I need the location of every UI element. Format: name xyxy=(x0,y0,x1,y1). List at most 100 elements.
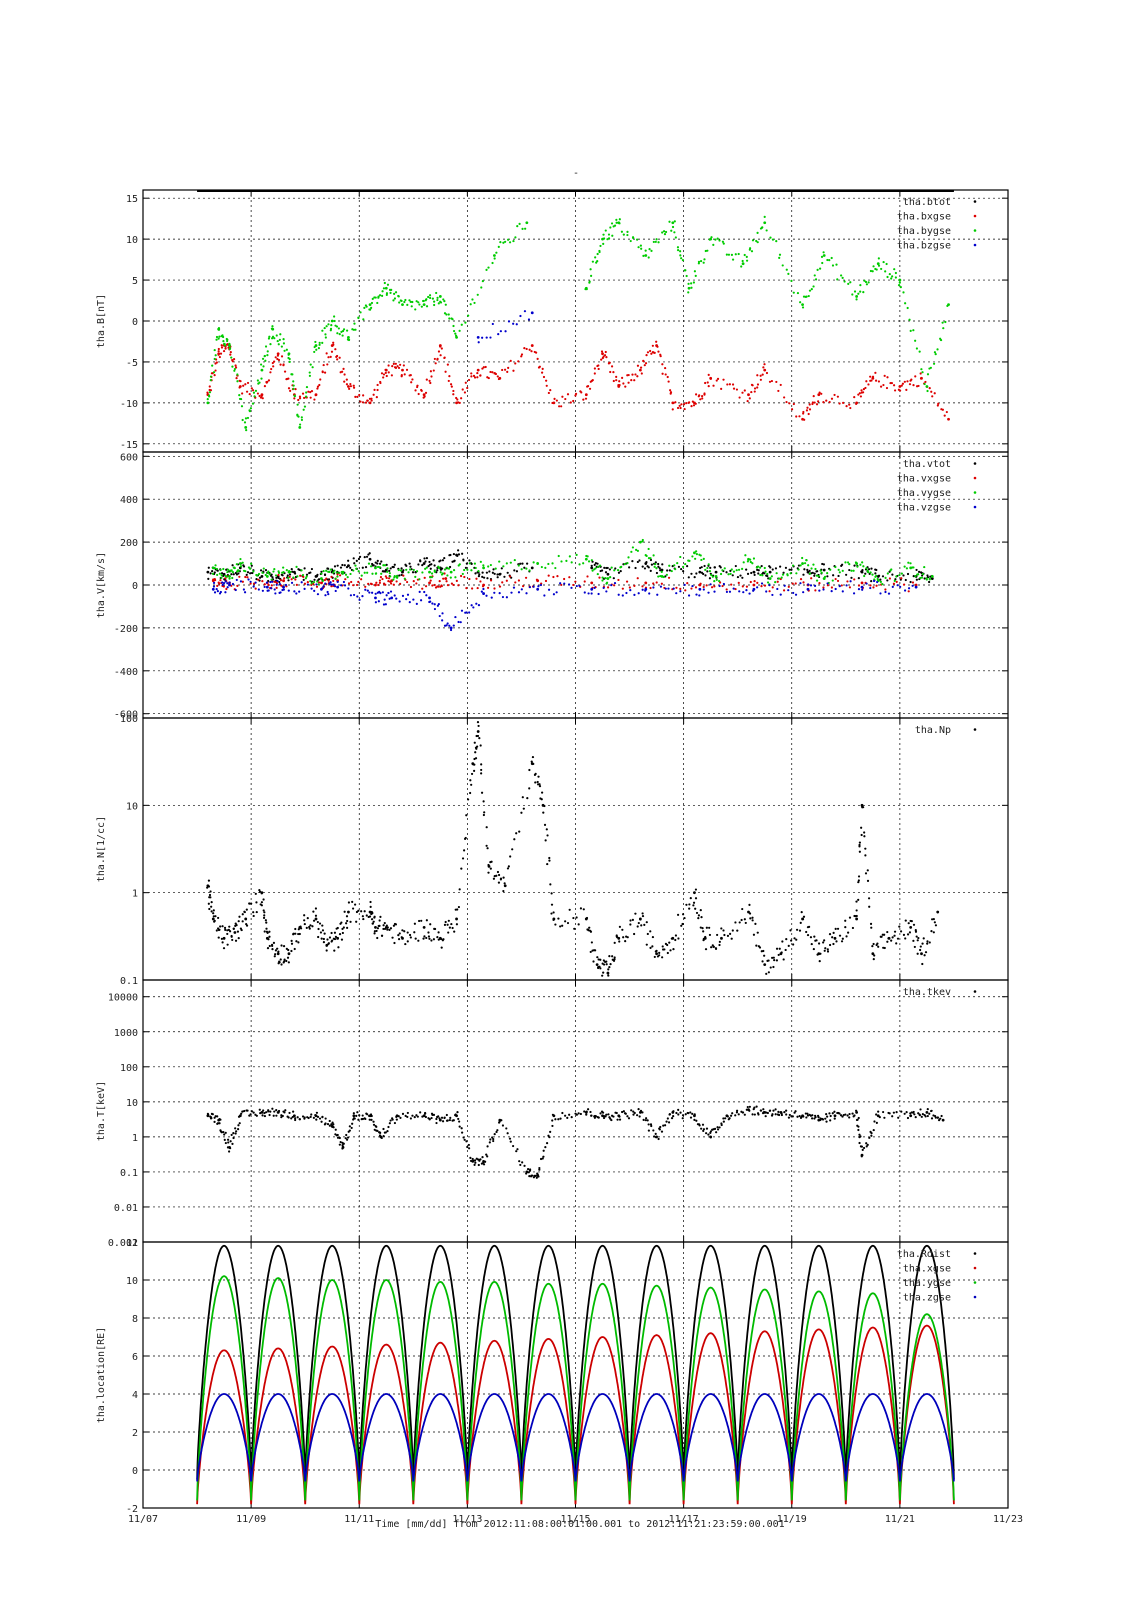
data-point xyxy=(704,948,708,951)
data-point xyxy=(698,594,701,597)
data-point xyxy=(277,950,280,953)
data-point xyxy=(919,576,922,580)
data-point xyxy=(345,329,349,332)
data-point xyxy=(276,952,280,956)
data-point xyxy=(508,241,512,244)
data-point xyxy=(504,240,507,243)
data-point xyxy=(636,364,640,367)
data-point xyxy=(756,565,760,568)
data-point xyxy=(246,1109,249,1112)
data-point xyxy=(677,937,680,940)
data-point xyxy=(373,932,376,935)
data-point xyxy=(433,357,436,361)
data-point xyxy=(811,571,814,574)
data-point xyxy=(550,912,553,915)
data-point xyxy=(698,583,702,587)
data-point xyxy=(322,937,325,941)
data-point xyxy=(330,931,333,935)
data-point xyxy=(438,936,442,940)
data-point xyxy=(280,1116,283,1119)
data-point xyxy=(602,1116,606,1120)
data-point xyxy=(702,585,705,589)
data-point xyxy=(880,267,883,271)
data-point xyxy=(759,374,762,377)
data-point xyxy=(715,1131,718,1134)
data-point xyxy=(897,284,901,287)
data-point xyxy=(780,1113,784,1117)
data-point xyxy=(619,570,622,573)
data-point xyxy=(412,598,415,601)
data-point xyxy=(825,1113,828,1116)
data-point xyxy=(273,588,276,591)
data-point xyxy=(209,389,213,392)
data-point xyxy=(685,402,688,405)
data-point xyxy=(600,358,603,361)
data-point xyxy=(379,1131,382,1134)
data-point xyxy=(331,1121,334,1124)
data-point xyxy=(381,290,384,293)
data-point xyxy=(551,1124,554,1128)
data-point xyxy=(658,1127,661,1130)
data-point xyxy=(710,586,714,589)
data-point xyxy=(254,581,257,584)
data-point xyxy=(776,580,779,583)
data-point xyxy=(637,592,640,595)
data-point xyxy=(374,596,377,600)
data-point xyxy=(273,1110,276,1113)
data-point xyxy=(322,569,325,573)
data-point xyxy=(228,583,231,587)
data-point xyxy=(855,1110,859,1114)
data-point xyxy=(863,831,866,834)
data-point xyxy=(376,301,379,305)
data-point xyxy=(685,274,688,278)
x-tick-label: 11/21 xyxy=(885,1514,915,1525)
data-point xyxy=(791,582,794,585)
data-point xyxy=(316,593,320,596)
data-point xyxy=(565,559,568,562)
data-point xyxy=(684,562,687,566)
data-point xyxy=(350,580,353,584)
data-point xyxy=(713,566,717,569)
data-point xyxy=(362,394,365,397)
data-point xyxy=(756,241,759,244)
data-point xyxy=(301,1115,305,1118)
data-point xyxy=(365,555,369,558)
data-point xyxy=(423,576,426,579)
data-point xyxy=(551,1119,554,1122)
data-point xyxy=(491,322,494,326)
data-point xyxy=(212,581,216,584)
data-point xyxy=(919,1108,922,1111)
data-point xyxy=(845,404,848,408)
data-point xyxy=(429,579,432,582)
data-point xyxy=(301,392,305,395)
data-point xyxy=(208,385,211,388)
data-point xyxy=(603,354,607,357)
data-point xyxy=(864,572,867,575)
data-point xyxy=(725,590,729,594)
data-point xyxy=(841,276,844,279)
data-point xyxy=(741,567,744,570)
data-point xyxy=(570,1116,573,1119)
data-point xyxy=(870,379,873,382)
data-point xyxy=(709,1130,712,1133)
data-point xyxy=(795,415,798,418)
data-point xyxy=(477,724,480,728)
data-point xyxy=(888,272,891,276)
data-point xyxy=(255,901,258,904)
data-point xyxy=(848,562,851,566)
data-point xyxy=(403,577,406,580)
data-point xyxy=(479,580,482,583)
data-point xyxy=(433,607,437,611)
data-point xyxy=(476,745,479,748)
data-point xyxy=(318,343,321,346)
data-point xyxy=(638,1115,641,1118)
data-point xyxy=(865,380,868,383)
data-point xyxy=(294,388,297,391)
data-point xyxy=(891,936,894,939)
data-point xyxy=(473,301,476,305)
data-point xyxy=(302,408,305,411)
data-point xyxy=(564,397,567,401)
data-point xyxy=(393,563,396,566)
data-point xyxy=(213,1120,216,1123)
